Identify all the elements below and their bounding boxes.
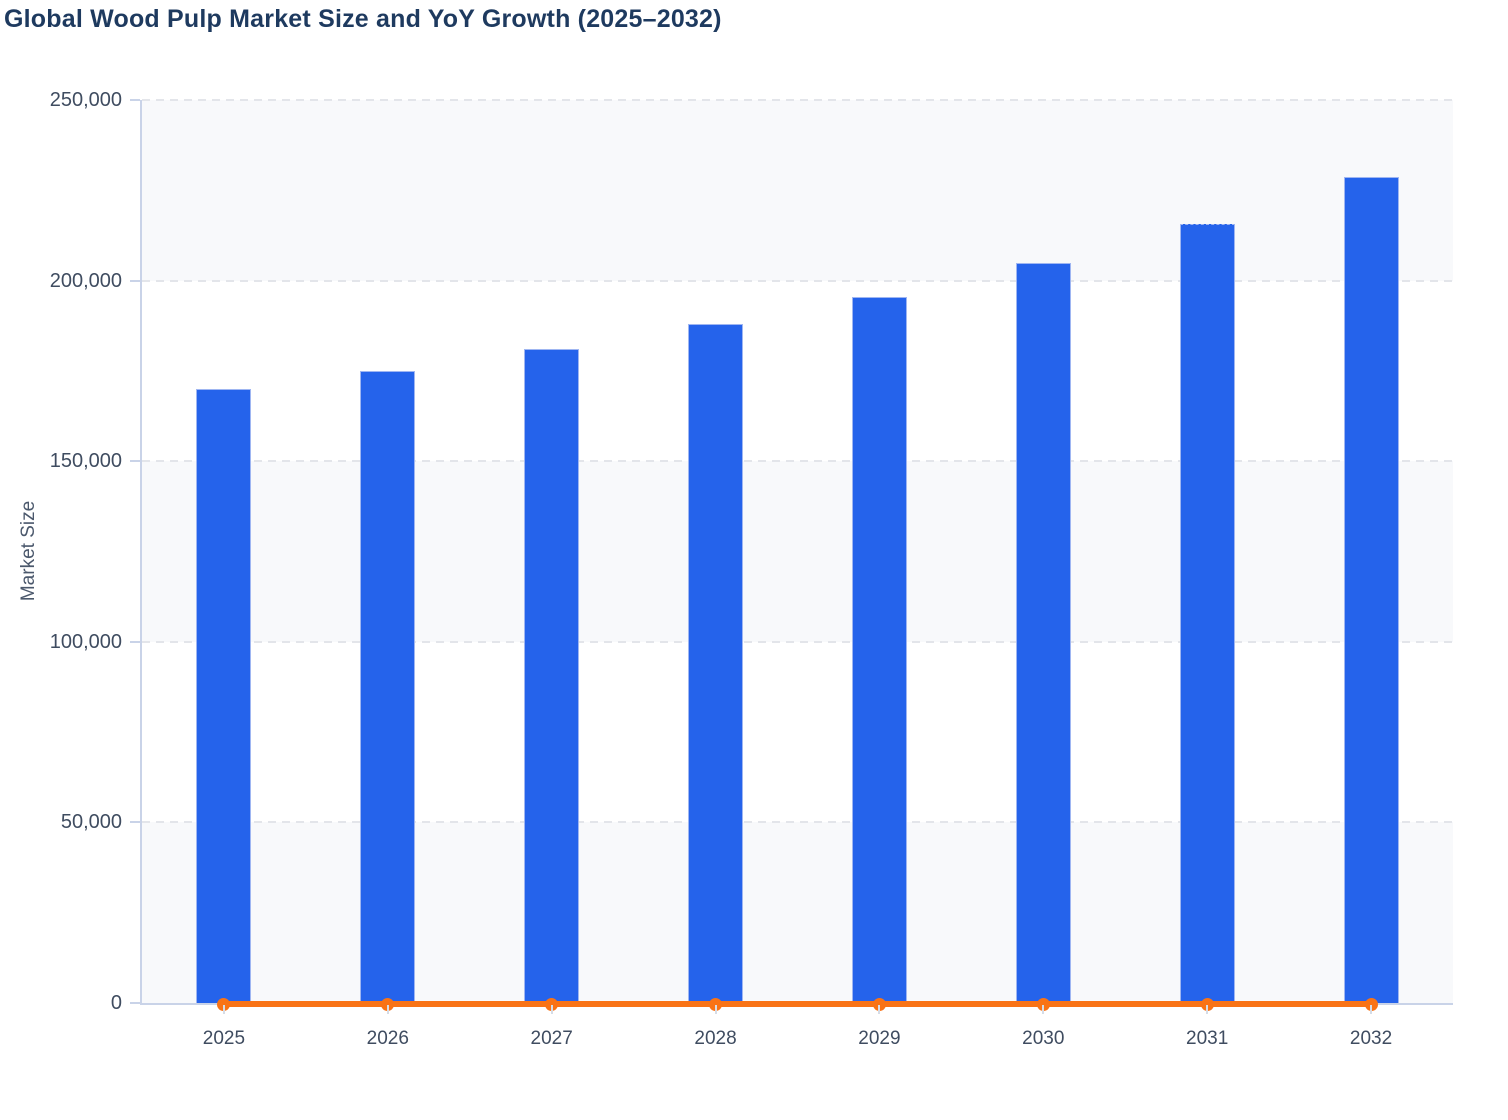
gridline — [142, 99, 1453, 101]
yoy-line — [223, 1001, 1372, 1007]
x-axis-tick — [550, 1005, 553, 1014]
plot-area: 0 50,000 100,000 150,000 200,000 250,000 2025… — [50, 89, 1453, 1049]
yoy-marker-2025[interactable] — [217, 998, 231, 1011]
yoy-marker-2032[interactable] — [1364, 998, 1378, 1011]
x-axis-tick — [1206, 1005, 1209, 1014]
x-tick-label: 2025 — [202, 1028, 246, 1049]
gridline — [142, 821, 1453, 824]
x-tick-label: 2028 — [694, 1028, 737, 1049]
x-axis-tick — [386, 1005, 389, 1014]
yoy-marker-2031[interactable] — [1200, 998, 1214, 1011]
plot-band — [142, 641, 1453, 823]
bar-2029[interactable] — [851, 296, 907, 1003]
y-axis-tick — [130, 279, 140, 282]
y-tick-label: 0 — [110, 992, 122, 1014]
x-tick-label: 2031 — [1186, 1028, 1229, 1049]
x-tick-label: 2030 — [1022, 1028, 1065, 1049]
bar-2026[interactable] — [360, 370, 416, 1003]
y-tick-label: 200,000 — [49, 269, 122, 292]
y-axis-tick — [130, 460, 140, 463]
y-axis-tick — [130, 1002, 140, 1004]
x-tick-label: 2032 — [1349, 1028, 1393, 1049]
y-axis-tick — [130, 99, 140, 101]
bar-2032[interactable] — [1343, 176, 1399, 1003]
bar-2030[interactable] — [1015, 262, 1071, 1003]
gridline — [142, 640, 1453, 643]
yoy-marker-2027[interactable] — [545, 998, 559, 1011]
x-axis-tick — [878, 1005, 881, 1014]
x-tick-label: 2029 — [858, 1028, 901, 1049]
yoy-marker-2030[interactable] — [1036, 998, 1050, 1011]
y-tick-label: 250,000 — [49, 89, 122, 111]
x-axis-tick — [1042, 1005, 1045, 1014]
gridline — [142, 279, 1453, 282]
x-axis-tick — [1370, 1005, 1373, 1014]
bar-2025[interactable] — [196, 388, 252, 1003]
y-tick-label: 150,000 — [49, 450, 122, 473]
x-tick-label: 2027 — [530, 1028, 573, 1049]
y-tick-label: 100,000 — [49, 630, 122, 653]
y-axis-tick — [130, 640, 140, 643]
chart-title: Global Wood Pulp Market Size and YoY Gro… — [4, 5, 722, 33]
x-axis-tick — [222, 1005, 225, 1014]
bar-2027[interactable] — [524, 349, 580, 1003]
x-tick-label: 2026 — [366, 1028, 409, 1049]
yoy-marker-2028[interactable] — [709, 998, 723, 1011]
yoy-marker-2026[interactable] — [381, 998, 395, 1011]
plot-band — [142, 280, 1453, 462]
gridline — [142, 460, 1453, 463]
bar-2031[interactable] — [1179, 223, 1235, 1003]
plot-band — [142, 100, 1453, 281]
y-tick-label: 50,000 — [60, 811, 122, 834]
x-axis-tick — [714, 1005, 717, 1014]
y-axis-title: Market Size — [18, 500, 39, 602]
y-axis-tick — [130, 821, 140, 824]
bar-2028[interactable] — [688, 323, 744, 1003]
plot-band — [142, 822, 1453, 1003]
yoy-marker-2029[interactable] — [872, 998, 886, 1011]
plot-band — [142, 461, 1453, 642]
